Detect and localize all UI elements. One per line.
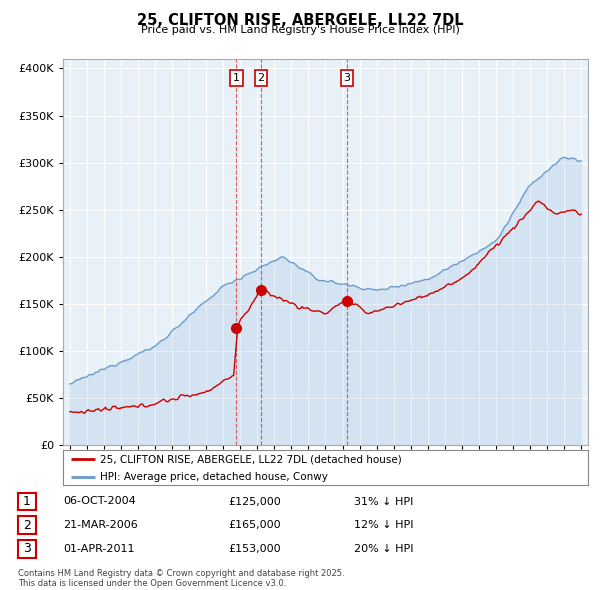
Text: 01-APR-2011: 01-APR-2011 [63,544,134,553]
Text: 06-OCT-2004: 06-OCT-2004 [63,497,136,506]
Text: 20% ↓ HPI: 20% ↓ HPI [354,544,413,553]
Text: 31% ↓ HPI: 31% ↓ HPI [354,497,413,506]
Text: 12% ↓ HPI: 12% ↓ HPI [354,520,413,530]
Text: 2: 2 [257,73,265,83]
Text: £153,000: £153,000 [228,544,281,553]
Text: £125,000: £125,000 [228,497,281,506]
Text: 21-MAR-2006: 21-MAR-2006 [63,520,138,530]
Text: Contains HM Land Registry data © Crown copyright and database right 2025.
This d: Contains HM Land Registry data © Crown c… [18,569,344,588]
Text: 3: 3 [23,542,31,555]
Text: 1: 1 [233,73,240,83]
Text: £165,000: £165,000 [228,520,281,530]
Text: 1: 1 [23,495,31,508]
Text: 3: 3 [343,73,350,83]
Text: Price paid vs. HM Land Registry's House Price Index (HPI): Price paid vs. HM Land Registry's House … [140,25,460,35]
Text: HPI: Average price, detached house, Conwy: HPI: Average price, detached house, Conw… [100,472,328,482]
Text: 2: 2 [23,519,31,532]
Text: 25, CLIFTON RISE, ABERGELE, LL22 7DL (detached house): 25, CLIFTON RISE, ABERGELE, LL22 7DL (de… [100,454,401,464]
Text: 25, CLIFTON RISE, ABERGELE, LL22 7DL: 25, CLIFTON RISE, ABERGELE, LL22 7DL [137,13,463,28]
